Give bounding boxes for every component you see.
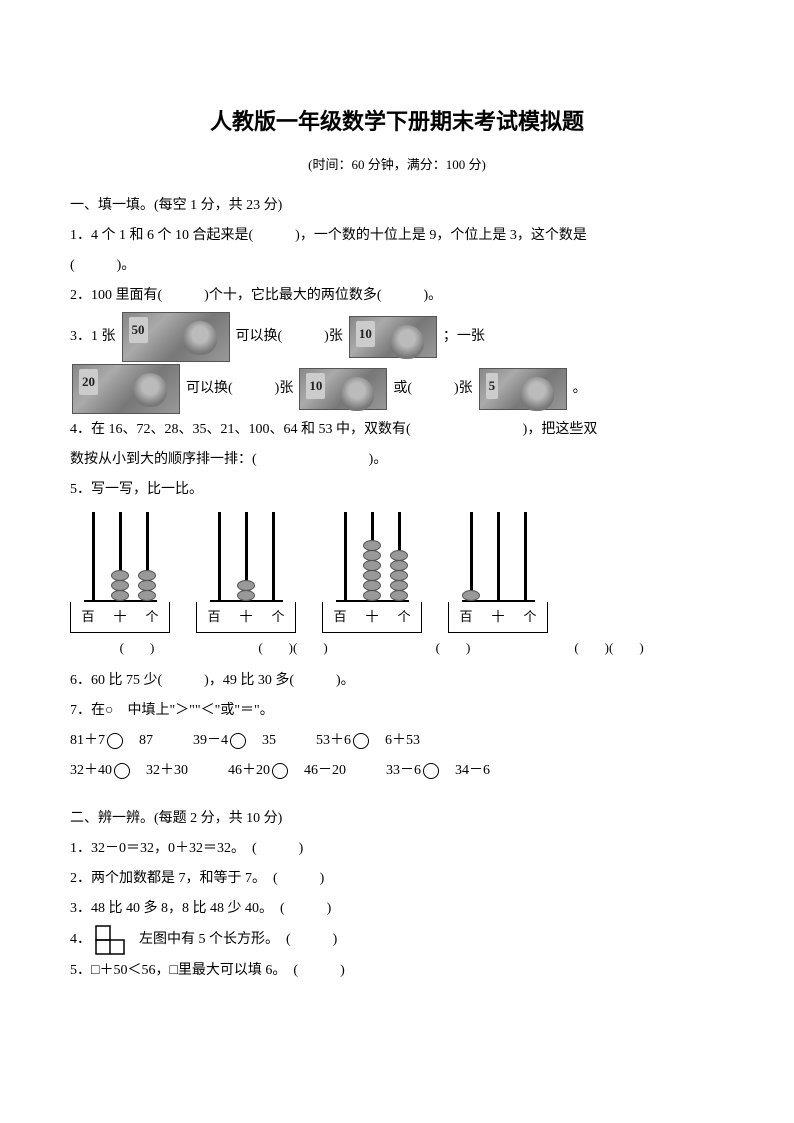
q4-line1: 4．在 16、72、28、35、21、100、64 和 53 中，双数有( )，…: [70, 416, 724, 444]
compare-item: 32＋40 32＋30: [70, 757, 188, 785]
abacus: 百十个: [196, 514, 296, 633]
q6: 6．60 比 75 少( )，49 比 30 多( )。: [70, 667, 724, 695]
abacus-answers: ( )( )( )( )( )( ): [70, 635, 724, 661]
circle-icon: [107, 733, 123, 749]
q5: 5．写一写，比一比。: [70, 476, 724, 504]
page-title: 人教版一年级数学下册期末考试模拟题: [70, 100, 724, 144]
abacus: 百十个: [70, 514, 170, 633]
q1-line1: 1．4 个 1 和 6 个 10 合起来是( )，一个数的十位上是 9，个位上是…: [70, 222, 724, 250]
q7-row1: 81＋7 87 39－4 35 53＋6 6＋53: [70, 727, 724, 755]
q4-line2: 数按从小到大的顺序排一排：( )。: [70, 446, 724, 474]
banknote-50-icon: [122, 312, 230, 362]
q3-text-f: 。: [573, 375, 587, 403]
q3-text-b: 可以换( )张: [236, 323, 343, 351]
compare-item: 39－4 35: [193, 727, 276, 755]
circle-icon: [230, 733, 246, 749]
s2-q2: 2．两个加数都是 7，和等于 7。 ( ): [70, 865, 724, 893]
section1-header: 一、填一填。(每空 1 分，共 23 分): [70, 192, 724, 220]
q2: 2．100 里面有( )个十，它比最大的两位数多( )。: [70, 282, 724, 310]
s2-q3: 3．48 比 40 多 8，8 比 48 少 40。 ( ): [70, 895, 724, 923]
abacus: 百十个: [448, 514, 548, 633]
abacus-row: 百十个百十个百十个百十个: [70, 514, 724, 633]
s2-q4-b: 左图中有 5 个长方形。 ( ): [139, 926, 337, 954]
compare-item: 53＋6 6＋53: [316, 727, 420, 755]
q3-text-a: 3．1 张: [70, 323, 116, 351]
circle-icon: [353, 733, 369, 749]
compare-item: 81＋7 87: [70, 727, 153, 755]
compare-item: 33－6 34－6: [386, 757, 490, 785]
q3-text-d: 可以换( )张: [186, 375, 293, 403]
s2-q1: 1．32－0＝32，0＋32＝32。 ( ): [70, 835, 724, 863]
banknote-20-icon: [72, 364, 180, 414]
abacus: 百十个: [322, 514, 422, 633]
q3-text-e: 或( )张: [393, 375, 472, 403]
banknote-10-icon: [349, 316, 437, 358]
q7-row2: 32＋40 32＋30 46＋20 46－20 33－6 34－6: [70, 757, 724, 785]
q3-line1: 3．1 张 可以换( )张 ；一张: [70, 312, 724, 362]
compare-item: 46＋20 46－20: [228, 757, 346, 785]
q3-text-c: ；一张: [443, 323, 485, 351]
s2-q4-a: 4．: [70, 926, 91, 954]
rectangle-figure-icon: [95, 925, 131, 955]
circle-icon: [114, 763, 130, 779]
q7: 7．在○ 中填上"＞""＜"或"＝"。: [70, 697, 724, 725]
s2-q4: 4． 左图中有 5 个长方形。 ( ): [70, 925, 724, 955]
circle-icon: [272, 763, 288, 779]
circle-icon: [423, 763, 439, 779]
q3-line2: 可以换( )张 或( )张 。: [70, 364, 724, 414]
q1-line2: ( )。: [70, 252, 724, 280]
banknote-10b-icon: [299, 368, 387, 410]
s2-q5: 5．□＋50＜56，□里最大可以填 6。 ( ): [70, 957, 724, 985]
page-subtitle: (时间：60 分钟，满分：100 分): [70, 152, 724, 178]
banknote-5-icon: [479, 368, 567, 410]
section2-header: 二、辨一辨。(每题 2 分，共 10 分): [70, 805, 724, 833]
